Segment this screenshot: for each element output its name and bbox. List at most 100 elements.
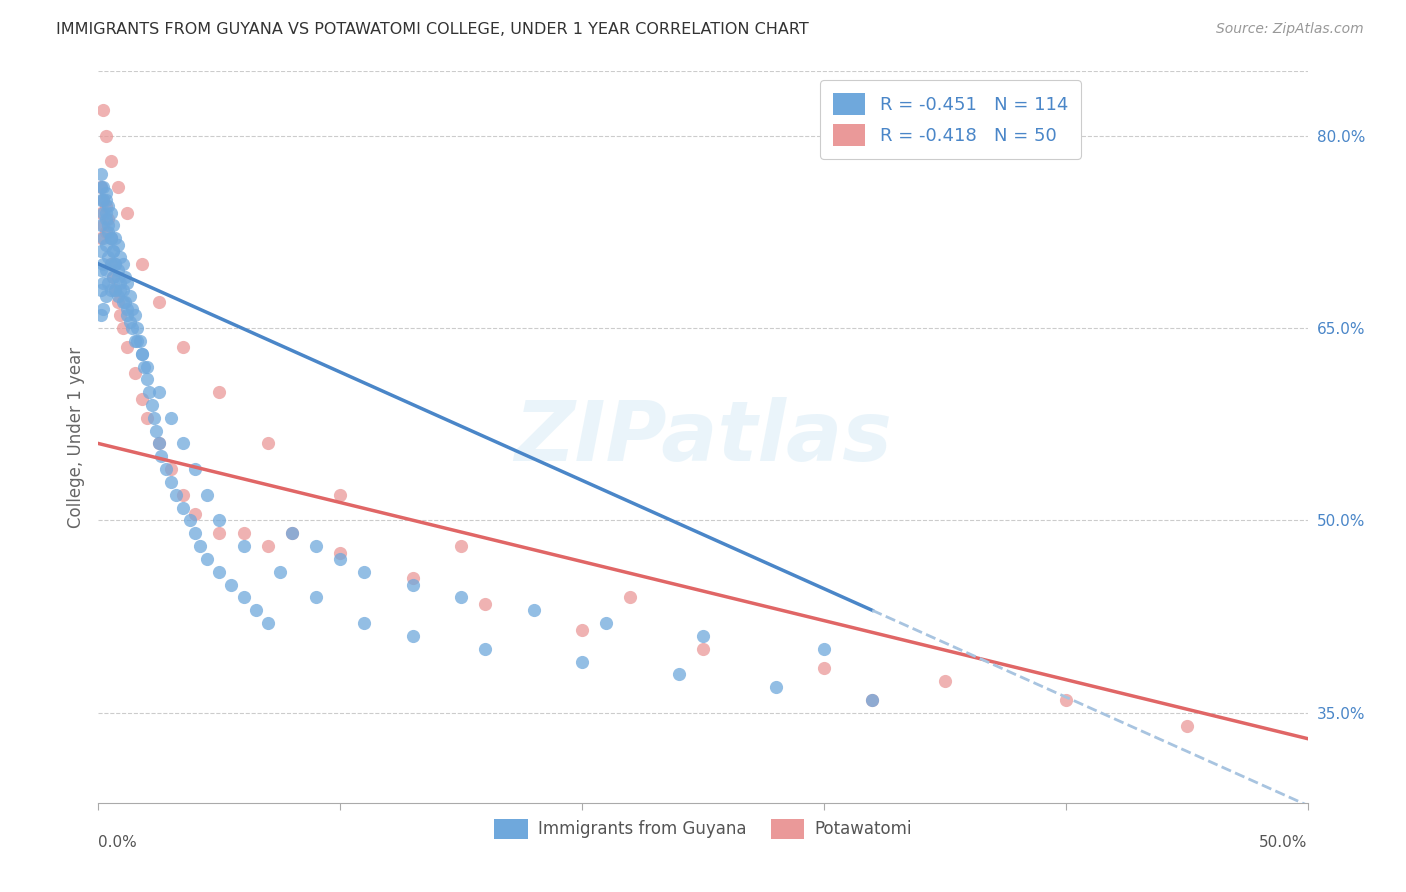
Point — [108, 276, 131, 290]
Point — [195, 488, 218, 502]
Point — [160, 462, 183, 476]
Point — [108, 283, 131, 297]
Point — [143, 410, 166, 425]
Point — [121, 321, 143, 335]
Point — [100, 154, 122, 169]
Point — [107, 289, 129, 303]
Point — [97, 251, 120, 265]
Point — [100, 205, 122, 219]
Point — [353, 616, 375, 631]
Point — [117, 205, 139, 219]
Point — [160, 475, 183, 489]
Point — [595, 616, 617, 631]
Point — [97, 199, 120, 213]
Point — [91, 231, 114, 245]
Point — [90, 283, 112, 297]
Point — [131, 392, 153, 406]
Point — [91, 193, 114, 207]
Point — [692, 641, 714, 656]
Point — [188, 539, 211, 553]
Point — [91, 179, 114, 194]
Point — [94, 237, 117, 252]
Point — [90, 193, 112, 207]
Point — [402, 571, 425, 585]
Point — [127, 321, 149, 335]
Point — [94, 128, 117, 143]
Point — [101, 269, 124, 284]
Point — [94, 263, 117, 277]
Text: ZIPatlas: ZIPatlas — [515, 397, 891, 477]
Point — [94, 211, 117, 226]
Text: Source: ZipAtlas.com: Source: ZipAtlas.com — [1216, 22, 1364, 37]
Text: 0.0%: 0.0% — [98, 835, 138, 850]
Point — [91, 301, 114, 316]
Point — [353, 565, 375, 579]
Point — [111, 257, 134, 271]
Point — [94, 205, 117, 219]
Y-axis label: College, Under 1 year: College, Under 1 year — [66, 346, 84, 528]
Point — [172, 500, 194, 515]
Point — [450, 591, 472, 605]
Point — [523, 603, 546, 617]
Point — [402, 577, 425, 591]
Point — [571, 623, 593, 637]
Point — [860, 693, 883, 707]
Point — [281, 526, 304, 541]
Point — [107, 179, 129, 194]
Point — [114, 269, 136, 284]
Point — [305, 539, 328, 553]
Point — [90, 205, 112, 219]
Point — [208, 385, 231, 400]
Point — [1175, 719, 1198, 733]
Point — [121, 301, 143, 316]
Point — [97, 276, 120, 290]
Point — [619, 591, 641, 605]
Point — [90, 263, 112, 277]
Point — [195, 552, 218, 566]
Point — [124, 366, 146, 380]
Point — [172, 436, 194, 450]
Point — [208, 565, 231, 579]
Point — [91, 219, 114, 233]
Point — [155, 462, 177, 476]
Point — [141, 398, 163, 412]
Point — [692, 629, 714, 643]
Point — [108, 308, 131, 322]
Point — [90, 179, 112, 194]
Point — [172, 340, 194, 354]
Point — [474, 597, 496, 611]
Point — [90, 244, 112, 258]
Point — [117, 340, 139, 354]
Point — [118, 315, 141, 329]
Point — [134, 359, 156, 374]
Point — [184, 462, 207, 476]
Point — [131, 346, 153, 360]
Point — [97, 225, 120, 239]
Point — [131, 346, 153, 360]
Point — [94, 193, 117, 207]
Point — [232, 539, 254, 553]
Point — [131, 257, 153, 271]
Point — [127, 334, 149, 348]
Point — [934, 673, 956, 688]
Point — [150, 450, 173, 464]
Point — [124, 308, 146, 322]
Point — [107, 263, 129, 277]
Point — [860, 693, 883, 707]
Point — [104, 283, 127, 297]
Point — [117, 308, 139, 322]
Point — [184, 526, 207, 541]
Point — [148, 436, 170, 450]
Point — [108, 251, 131, 265]
Point — [813, 641, 835, 656]
Point — [101, 269, 124, 284]
Point — [104, 283, 127, 297]
Point — [107, 237, 129, 252]
Point — [172, 488, 194, 502]
Point — [148, 385, 170, 400]
Point — [184, 507, 207, 521]
Point — [91, 257, 114, 271]
Point — [91, 205, 114, 219]
Point — [124, 334, 146, 348]
Point — [90, 179, 112, 194]
